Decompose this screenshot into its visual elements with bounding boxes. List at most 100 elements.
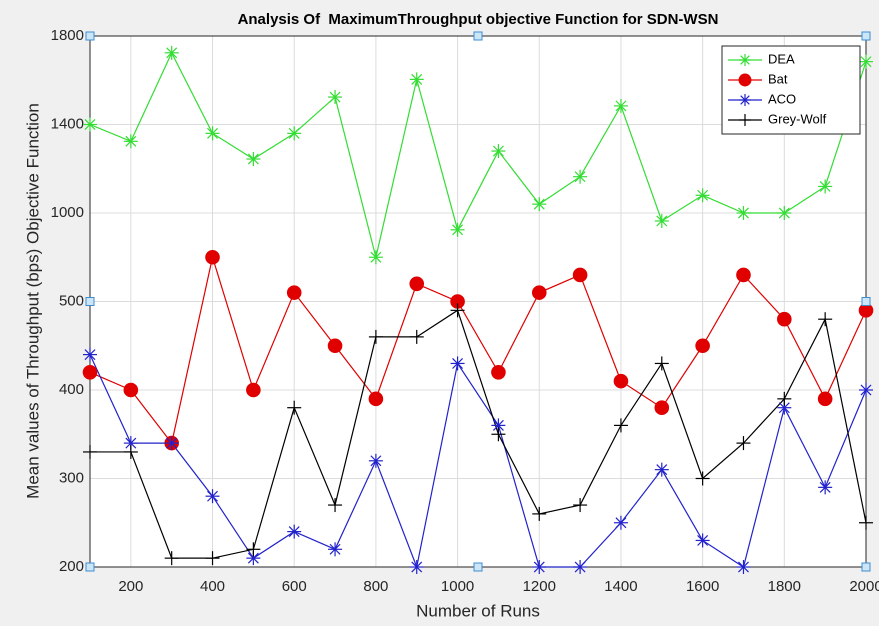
data-point (695, 471, 710, 486)
x-tick-label: 1000 (441, 578, 474, 595)
marker-stroke (574, 171, 586, 183)
marker-stroke (247, 552, 259, 564)
data-point (368, 391, 384, 407)
marker-stroke (84, 119, 96, 130)
marker-stroke (329, 91, 341, 103)
data-point (859, 383, 873, 397)
series-line (89, 354, 867, 570)
y-axis-label: Mean values of Throughput (bps) Objectiv… (23, 103, 42, 499)
data-point (450, 222, 465, 237)
legend-label: Grey-Wolf (768, 111, 827, 126)
data-point (859, 54, 873, 69)
marker-shape (327, 338, 343, 354)
data-point (83, 117, 97, 132)
data-point (736, 436, 751, 451)
marker-shape (695, 338, 710, 354)
marker-stroke (697, 534, 709, 546)
marker-stroke (492, 145, 504, 157)
data-point (286, 285, 302, 300)
marker-stroke (411, 561, 423, 573)
marker-stroke (656, 215, 668, 227)
data-point (205, 489, 220, 504)
data-point (613, 515, 628, 530)
data-point (164, 551, 179, 566)
data-point (246, 382, 261, 398)
data-point (736, 267, 751, 283)
marker-stroke (860, 384, 872, 396)
data-point (205, 126, 220, 141)
data-point (246, 542, 261, 557)
data-point (695, 338, 710, 354)
data-point (818, 179, 833, 194)
x-tick-label: 600 (282, 578, 307, 595)
marker-shape (286, 285, 302, 300)
data-point (82, 365, 98, 380)
x-tick-label: 2000 (849, 578, 879, 595)
selection-handle (85, 297, 95, 306)
marker-shape (123, 382, 139, 398)
x-tick-label: 1600 (686, 578, 719, 595)
marker-shape (738, 73, 752, 87)
marker-stroke (125, 135, 137, 147)
data-point (654, 213, 669, 228)
data-point (613, 373, 629, 389)
selection-handle (861, 297, 871, 306)
y-tick-label: 400 (59, 381, 84, 398)
marker-shape (246, 382, 261, 398)
y-tick-label: 300 (59, 469, 84, 486)
marker-stroke (370, 455, 382, 467)
data-point (572, 267, 588, 283)
data-point (368, 329, 383, 344)
data-point (123, 134, 138, 149)
x-tick-label: 1200 (523, 578, 556, 595)
series-line (90, 309, 867, 559)
series-line (89, 51, 867, 258)
marker-stroke (125, 437, 137, 449)
data-point (736, 206, 751, 220)
data-point (164, 436, 179, 451)
marker-shape (531, 285, 547, 300)
data-point (818, 480, 833, 495)
data-point (817, 391, 833, 407)
marker-shape (491, 365, 506, 380)
data-point (164, 45, 179, 60)
marker-shape (613, 373, 629, 389)
marker-shape (736, 267, 751, 283)
legend-label: DEA (768, 51, 795, 66)
data-point (409, 329, 424, 344)
data-point (246, 152, 261, 167)
data-point (491, 427, 506, 442)
y-tick-label: 1800 (51, 27, 84, 44)
data-point (450, 303, 465, 318)
marker-stroke (533, 561, 545, 573)
data-point (532, 506, 547, 521)
marker-stroke (166, 437, 178, 449)
data-point (654, 356, 669, 371)
marker-stroke (84, 349, 96, 361)
selection-handle (861, 562, 871, 572)
selection-handle (85, 562, 95, 572)
data-point (328, 542, 343, 557)
marker-stroke (860, 56, 872, 68)
data-point (368, 250, 383, 265)
x-tick-label: 1800 (768, 578, 801, 595)
marker-stroke (288, 127, 300, 139)
marker-stroke (452, 224, 464, 236)
marker-shape (777, 311, 792, 327)
legend-marker (739, 94, 751, 106)
data-point (818, 312, 833, 327)
data-point (287, 524, 302, 539)
y-tick-label: 200 (59, 558, 84, 575)
marker-stroke (740, 55, 750, 65)
data-point (83, 444, 97, 459)
chart-title: Analysis Of MaximumThroughput objective … (238, 11, 719, 28)
marker-stroke (166, 47, 178, 59)
marker-stroke (452, 357, 464, 369)
y-tick-label: 500 (59, 292, 84, 309)
legend-label: ACO (768, 91, 796, 106)
marker-stroke (778, 207, 790, 219)
marker-shape (409, 276, 425, 292)
data-point (83, 347, 97, 362)
marker-stroke (615, 517, 627, 529)
